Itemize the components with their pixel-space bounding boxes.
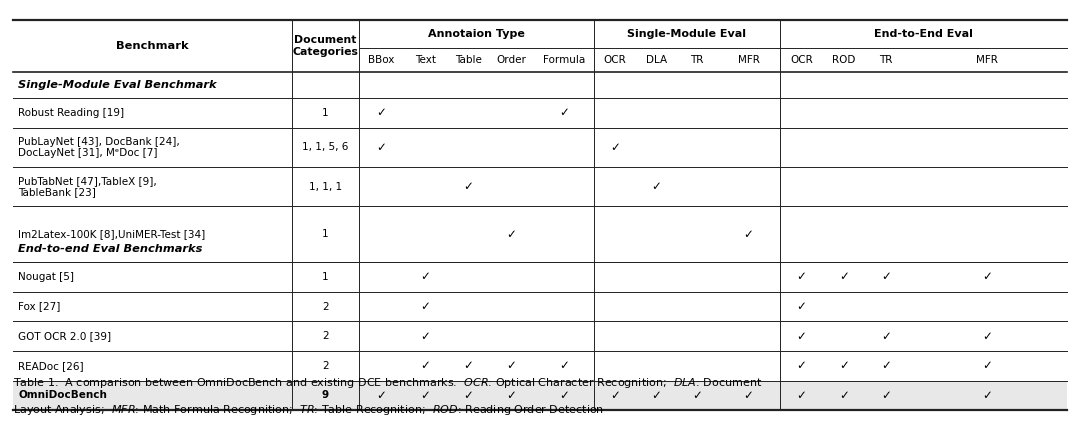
- Text: ✓: ✓: [463, 389, 473, 402]
- Text: PubLayNet [43], DocBank [24],
DocLayNet [31], MᵉDoc [7]: PubLayNet [43], DocBank [24], DocLayNet …: [18, 136, 180, 158]
- Text: ✓: ✓: [796, 270, 807, 283]
- Text: Table: Table: [455, 55, 482, 65]
- Text: Im2Latex-100K [8],UniMER-Test [34]: Im2Latex-100K [8],UniMER-Test [34]: [18, 229, 205, 239]
- Text: Robust Reading [19]: Robust Reading [19]: [18, 108, 124, 118]
- Text: ✓: ✓: [420, 300, 431, 313]
- Text: ✓: ✓: [881, 330, 891, 343]
- Text: ✓: ✓: [376, 141, 387, 154]
- Text: Single-Module Eval Benchmark: Single-Module Eval Benchmark: [18, 80, 217, 90]
- Text: ✓: ✓: [558, 389, 569, 402]
- Text: Document
Categories: Document Categories: [293, 35, 357, 57]
- Text: Annotaion Type: Annotaion Type: [428, 29, 525, 39]
- Text: ✓: ✓: [507, 359, 516, 372]
- Text: Fox [27]: Fox [27]: [18, 302, 60, 311]
- Text: 2: 2: [322, 302, 328, 311]
- Text: GOT OCR 2.0 [39]: GOT OCR 2.0 [39]: [18, 331, 111, 341]
- Text: ✓: ✓: [743, 389, 754, 402]
- Text: ✓: ✓: [420, 359, 431, 372]
- Text: 1: 1: [322, 272, 328, 282]
- Text: ✓: ✓: [507, 228, 516, 241]
- Text: ✓: ✓: [463, 180, 473, 193]
- Text: ✓: ✓: [839, 389, 849, 402]
- Text: ✓: ✓: [982, 389, 993, 402]
- Text: ✓: ✓: [610, 141, 620, 154]
- Text: Order: Order: [497, 55, 526, 65]
- Text: Layout Analysis;  $\it{MFR}$: Math Formula Recognition;  $\it{TR}$: Table Recogn: Layout Analysis; $\it{MFR}$: Math Formul…: [13, 403, 604, 417]
- Text: End-to-end Eval Benchmarks: End-to-end Eval Benchmarks: [18, 244, 203, 254]
- Text: Table 1.  A comparison between OmniDocBench and existing DCE benchmarks.  $\it{O: Table 1. A comparison between OmniDocBen…: [13, 376, 762, 390]
- Text: OCR: OCR: [789, 55, 813, 65]
- Text: ✓: ✓: [651, 389, 662, 402]
- Text: ✓: ✓: [463, 359, 473, 372]
- Text: ✓: ✓: [610, 389, 620, 402]
- Text: ✓: ✓: [881, 389, 891, 402]
- Text: ✓: ✓: [796, 300, 807, 313]
- Text: Text: Text: [415, 55, 436, 65]
- Text: DLA: DLA: [646, 55, 667, 65]
- Text: ✓: ✓: [743, 228, 754, 241]
- Text: 2: 2: [322, 361, 328, 371]
- Text: 1: 1: [322, 108, 328, 118]
- Text: OmniDocBench: OmniDocBench: [18, 391, 107, 400]
- Text: ✓: ✓: [796, 389, 807, 402]
- Text: ✓: ✓: [881, 270, 891, 283]
- Text: ✓: ✓: [420, 330, 431, 343]
- Text: PubTabNet [47],TableX [9],
TableBank [23]: PubTabNet [47],TableX [9], TableBank [23…: [18, 176, 157, 198]
- Text: ✓: ✓: [420, 389, 431, 402]
- Text: 9: 9: [322, 391, 328, 400]
- Text: End-to-End Eval: End-to-End Eval: [874, 29, 973, 39]
- Text: ✓: ✓: [982, 270, 993, 283]
- Text: ✓: ✓: [507, 389, 516, 402]
- Text: MFR: MFR: [976, 55, 998, 65]
- Text: ✓: ✓: [558, 359, 569, 372]
- Text: OCR: OCR: [604, 55, 626, 65]
- Text: READoc [26]: READoc [26]: [18, 361, 84, 371]
- Text: ✓: ✓: [881, 359, 891, 372]
- Text: ✓: ✓: [558, 106, 569, 119]
- Text: ✓: ✓: [692, 389, 702, 402]
- Text: ✓: ✓: [420, 270, 431, 283]
- Text: MFR: MFR: [738, 55, 759, 65]
- Text: ✓: ✓: [982, 359, 993, 372]
- Text: 1: 1: [322, 229, 328, 239]
- Text: 2: 2: [322, 331, 328, 341]
- FancyBboxPatch shape: [13, 381, 1067, 410]
- Text: TR: TR: [690, 55, 704, 65]
- Text: Benchmark: Benchmark: [116, 41, 189, 51]
- Text: Single-Module Eval: Single-Module Eval: [627, 29, 746, 39]
- Text: TR: TR: [879, 55, 893, 65]
- Text: Nougat [5]: Nougat [5]: [18, 272, 75, 282]
- Text: ✓: ✓: [839, 359, 849, 372]
- Text: ✓: ✓: [376, 389, 387, 402]
- Text: ✓: ✓: [796, 359, 807, 372]
- Text: ✓: ✓: [376, 106, 387, 119]
- Text: ROD: ROD: [833, 55, 855, 65]
- Text: ✓: ✓: [839, 270, 849, 283]
- Text: Formula: Formula: [542, 55, 585, 65]
- Text: 1, 1, 1: 1, 1, 1: [309, 182, 341, 191]
- Text: BBox: BBox: [368, 55, 394, 65]
- Text: ✓: ✓: [982, 330, 993, 343]
- Text: ✓: ✓: [651, 180, 662, 193]
- Text: 1, 1, 5, 6: 1, 1, 5, 6: [302, 143, 348, 152]
- Text: ✓: ✓: [796, 330, 807, 343]
